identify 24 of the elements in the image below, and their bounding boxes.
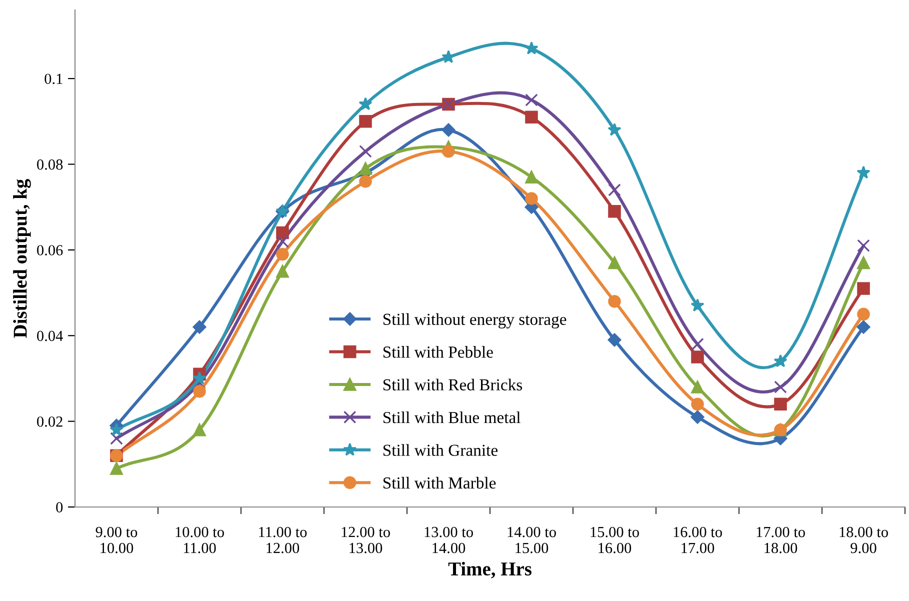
x-axis-title: Time, Hrs [448, 562, 532, 578]
y-tick-label: 0 [56, 502, 63, 512]
x-tick-label: 11.00 to 12.00 [259, 526, 307, 554]
x-tick-label: 12.00 to 13.00 [342, 526, 390, 554]
legend-label: Still with Pebble [383, 346, 493, 358]
legend-label: Still with Marble [383, 476, 496, 489]
legend-label: Still with Granite [383, 444, 498, 456]
y-tick-label: 0.02 [37, 416, 62, 427]
x-tick-label: 18.00 to 9.00 [840, 526, 888, 554]
x-tick-label: 16.00 to 17.00 [674, 526, 722, 554]
x-tick-label: 15.00 to 16.00 [590, 526, 639, 554]
x-tick-label: 10.00 to 11.00 [176, 526, 224, 554]
legend-label: Still without energy storage [383, 313, 566, 328]
x-tick-label: 17.00 to 18.00 [756, 526, 805, 554]
y-tick-label: 0.04 [37, 330, 63, 342]
y-tick-label: 0.08 [37, 159, 63, 170]
legend-label: Still with Blue metal [383, 411, 520, 424]
y-tick-label: 0.1 [44, 74, 62, 84]
y-tick-label: 0.06 [37, 245, 63, 256]
y-axis-title: Distilled output, kg [13, 179, 31, 338]
x-tick-label: 14.00 to 15.00 [508, 526, 556, 554]
x-tick-label: 13.00 to 14.00 [424, 526, 473, 554]
x-tick-label: 9.00 to 10.00 [96, 526, 138, 554]
legend-label: Still with Red Bricks [383, 378, 522, 390]
